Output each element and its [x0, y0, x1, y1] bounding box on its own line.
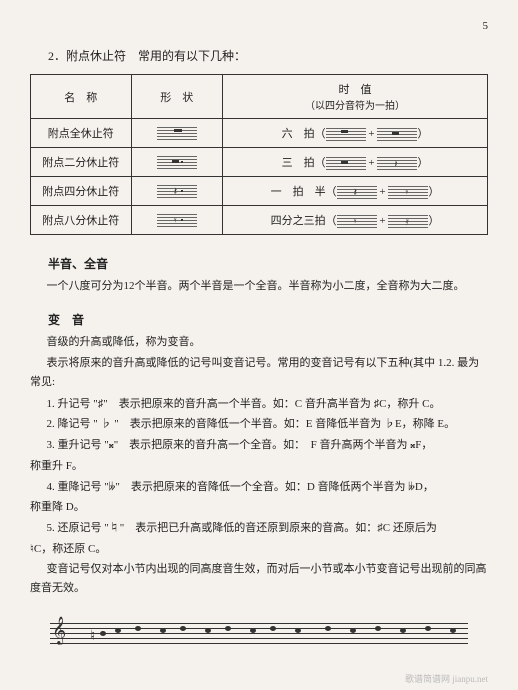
- list-item-cont: 称重降 D。: [30, 498, 488, 517]
- table-row: 附点全休止符 六 拍（ + ）: [31, 119, 488, 148]
- list-item: 1. 升记号 "♯" 表示把原来的音升高一个半音。如：C 音升高半音为 ♯C，称…: [30, 395, 488, 414]
- para-accidental-1: 音级的升高或降低，称为变音。: [30, 333, 488, 352]
- list-item: 5. 还原记号 "♮" 表示把已升高或降低的音还原到原来的音高。如：♯C 还原后…: [30, 519, 488, 538]
- para-accidental-3: 变音记号仅对本小节内出现的同高度音生效，而对后一小节或本小节变音记号出现前的同高…: [30, 560, 488, 597]
- cell-name: 附点全休止符: [31, 119, 132, 148]
- list-item-cont: ♮C，称还原 C。: [30, 540, 488, 559]
- cell-value: 三 拍（ + 𝄽）: [222, 148, 487, 177]
- watermark: 歌谱简谱网 jianpu.net: [405, 672, 488, 685]
- header-value: 时 值 （以四分音符为一拍）: [222, 75, 487, 119]
- list-item: 3. 重升记号 "𝄪" 表示把原来的音升高一个全音。如： F 音升高两个半音为 …: [30, 436, 488, 455]
- para-half-whole: 一个八度可分为12个半音。两个半音是一个全音。半音称为小二度，全音称为大二度。: [30, 277, 488, 296]
- list-item: 2. 降记号 " ♭ " 表示把原来的音降低一个半音。如：E 音降低半音为 ♭E…: [30, 415, 488, 434]
- cell-name: 附点二分休止符: [31, 148, 132, 177]
- page-number: 5: [30, 20, 488, 32]
- cell-value: 一 拍 半（𝄽 + 𝄾）: [222, 177, 487, 206]
- list-item-cont: 称重升 F。: [30, 457, 488, 476]
- heading-accidental: 变 音: [30, 311, 488, 328]
- cell-shape: [131, 119, 222, 148]
- header-name: 名 称: [31, 75, 132, 119]
- header-value-sub: （以四分音符为一拍）: [227, 97, 483, 112]
- header-shape: 形 状: [131, 75, 222, 119]
- music-staff-example: 𝄞 ♮: [30, 613, 488, 653]
- table-row: 附点四分休止符 𝄽 一 拍 半（𝄽 + 𝄾）: [31, 177, 488, 206]
- heading-half-whole: 半音、全音: [30, 255, 488, 272]
- section-title: 2．附点休止符 常用的有以下几种：: [30, 47, 488, 64]
- rest-table: 名 称 形 状 时 值 （以四分音符为一拍） 附点全休止符 六 拍（ + ） 附…: [30, 74, 488, 235]
- table-row: 附点八分休止符 𝄾 四分之三拍（𝄾 + 𝄿）: [31, 206, 488, 235]
- list-item: 4. 重降记号 "𝄫" 表示把原来的音降低一个全音。如：D 音降低两个半音为 𝄫…: [30, 478, 488, 497]
- table-row: 附点二分休止符 三 拍（ + 𝄽）: [31, 148, 488, 177]
- cell-name: 附点四分休止符: [31, 177, 132, 206]
- cell-shape: [131, 148, 222, 177]
- cell-value: 六 拍（ + ）: [222, 119, 487, 148]
- cell-shape: 𝄽: [131, 177, 222, 206]
- para-accidental-2: 表示将原来的音升高或降低的记号叫变音记号。常用的变音记号有以下五种(其中 1.2…: [30, 354, 488, 391]
- cell-shape: 𝄾: [131, 206, 222, 235]
- header-value-main: 时 值: [227, 81, 483, 97]
- cell-name: 附点八分休止符: [31, 206, 132, 235]
- cell-value: 四分之三拍（𝄾 + 𝄿）: [222, 206, 487, 235]
